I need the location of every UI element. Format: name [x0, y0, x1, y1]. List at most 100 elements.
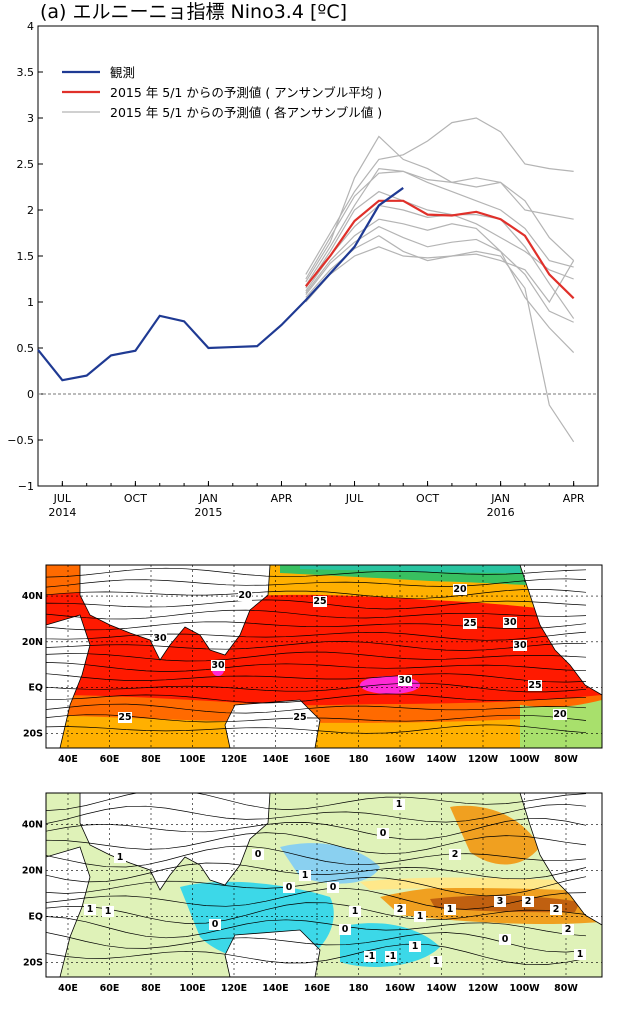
lon-label: 140E: [262, 754, 288, 765]
y-tick-label: 4: [27, 20, 34, 33]
contour-line: [46, 876, 587, 897]
lat-label: EQ: [28, 683, 43, 694]
lon-label: 140E: [262, 983, 288, 994]
x-tick-year: 2016: [487, 506, 515, 519]
forecast-member-line: [305, 167, 574, 286]
lat-label: 40N: [22, 819, 43, 830]
lon-label: 160E: [304, 754, 330, 765]
contour-line: [46, 916, 587, 939]
contour-label-bg: [513, 640, 527, 651]
contour-label-bg: [528, 680, 542, 691]
lat-label: 40N: [22, 591, 43, 602]
forecast-member-line: [305, 117, 574, 275]
lon-label: 40E: [58, 754, 78, 765]
contour-label: 1: [577, 949, 584, 960]
y-tick-label: −1: [18, 480, 34, 493]
y-tick-label: 2: [27, 204, 34, 217]
contour-label: 3: [497, 896, 504, 907]
contour-line: [46, 609, 587, 620]
lon-label: 80W: [554, 754, 578, 765]
contour-label: 30: [153, 633, 167, 644]
contour-label-bg: [209, 919, 221, 930]
legend-label: 2015 年 5/1 からの予測値 ( 各アンサンブル値 ): [110, 105, 382, 120]
contour-line: [46, 662, 587, 672]
lon-label: 120E: [221, 754, 247, 765]
forecast-mean-line: [304, 199, 575, 300]
y-tick-label: 1.5: [17, 250, 35, 263]
contour-label-bg: [463, 618, 477, 629]
contour-label: 2: [565, 924, 572, 935]
lon-label: 80E: [141, 983, 161, 994]
contour-label: 30: [513, 640, 527, 651]
contour-label-bg: [522, 896, 534, 907]
land-americas: [519, 565, 602, 696]
map-grid: [46, 793, 602, 977]
sst-band-coldest-north: [300, 565, 520, 573]
forecast-member-line: [305, 235, 575, 443]
contour-line: [46, 693, 587, 704]
contour-label: 1: [412, 941, 419, 952]
lon-label: 60E: [100, 754, 120, 765]
lon-label: 40E: [58, 983, 78, 994]
contour-label-bg: [393, 799, 405, 810]
contour-label-bg: [494, 896, 506, 907]
chart-title: (a) エルニーニョ指標 Nino3.4 [ºC]: [40, 1, 348, 23]
contour-label-bg: [444, 904, 456, 915]
contour-label: 30: [211, 660, 225, 671]
forecast-member-line: [305, 170, 574, 280]
lon-label: 180: [349, 983, 369, 994]
contour-label: 1: [352, 906, 359, 917]
x-tick-year: 2014: [48, 506, 76, 519]
contour-label: 2: [525, 896, 532, 907]
contour-label: 25: [528, 680, 541, 691]
contour-label: 0: [286, 882, 293, 893]
contour-line: [46, 567, 587, 578]
contour-label: 20: [453, 584, 467, 595]
contour-label-bg: [453, 584, 467, 595]
contour-line: [46, 902, 587, 924]
lon-label: 140W: [426, 983, 457, 994]
forecast-member-line: [305, 246, 575, 304]
y-tick-label: 3: [27, 112, 34, 125]
lon-label: 120W: [468, 983, 499, 994]
contour-line: [46, 682, 587, 693]
contour-label: 20: [238, 590, 252, 601]
contour-label: 2: [553, 904, 560, 915]
legend-label: 観測: [110, 65, 135, 80]
forecast-member-line: [305, 190, 574, 289]
lon-label: 160W: [385, 983, 416, 994]
lat-label: 20N: [22, 637, 43, 648]
contour-label: 1: [447, 904, 454, 915]
contour-label-bg: [449, 849, 461, 860]
lon-label: 120E: [221, 983, 247, 994]
contour-label: 1: [433, 956, 440, 967]
x-tick-label: OCT: [124, 492, 147, 505]
contour-label-bg: [299, 870, 311, 881]
land-americas: [519, 793, 602, 926]
contour-label-bg: [211, 660, 225, 671]
contour-line: [46, 943, 587, 965]
contour-label: 0: [330, 882, 337, 893]
map-grid: [46, 565, 602, 748]
anom-warm-north: [450, 805, 540, 865]
sst-map: 40N 20N EQ 20S 40E 60E 80E 100E 120E 140E 160E 180…: [22, 564, 603, 765]
lon-label: 100E: [179, 983, 205, 994]
y-tick-label: 3.5: [17, 66, 35, 79]
contour-label-bg: [114, 852, 126, 863]
contour-label: 25: [313, 596, 326, 607]
contour-line: [46, 673, 587, 683]
contour-label-bg: [394, 904, 406, 915]
contour-line: [46, 578, 587, 588]
forecast-member-line: [305, 225, 574, 323]
y-tick-label: 0: [27, 388, 34, 401]
contour-label: 1: [302, 870, 309, 881]
legend: 観測 2015 年 5/1 からの予測値 ( アンサンブル平均 ) 2015 年 5…: [62, 65, 382, 120]
lon-label: 180: [349, 754, 369, 765]
lat-label: 20S: [23, 957, 43, 968]
lon-label: 80W: [554, 983, 578, 994]
contour-label: 0: [255, 849, 262, 860]
sst-band-cold-north: [280, 565, 602, 589]
sst-band-south-green: [520, 700, 602, 748]
y-tick-label: 2.5: [17, 158, 35, 171]
contour-label: -1: [365, 951, 376, 962]
